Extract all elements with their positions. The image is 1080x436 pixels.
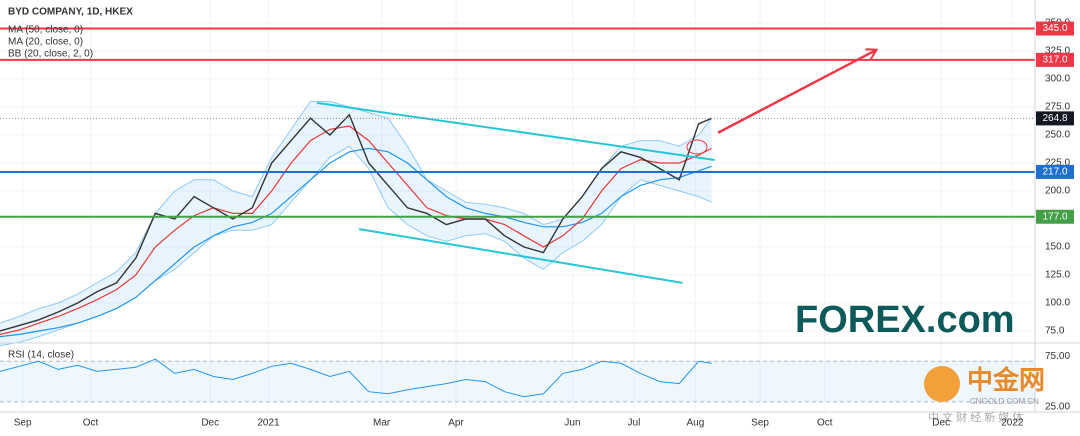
y-tick-label: 275.0 bbox=[1045, 102, 1070, 113]
watermark-slogan: 中 文 财 经 新 媒 体 bbox=[928, 410, 1023, 424]
x-tick-label: Jun bbox=[564, 418, 580, 429]
x-tick-label: 2022 bbox=[1001, 418, 1024, 429]
legend-entry: MA (50, close, 0) bbox=[8, 25, 83, 36]
x-tick-label: Apr bbox=[448, 418, 464, 429]
level-label: 217.0 bbox=[1042, 167, 1067, 178]
grid bbox=[0, 0, 1035, 412]
watermark-site: CNGOLD.COM.CN bbox=[970, 397, 1039, 406]
legend-entry: MA (20, close, 0) bbox=[8, 37, 83, 48]
price-line bbox=[0, 113, 712, 332]
x-tick-label: Dec bbox=[201, 418, 219, 429]
trendline bbox=[316, 101, 715, 161]
x-tick-label: Sep bbox=[751, 418, 769, 429]
y-tick-label: 75.0 bbox=[1045, 326, 1065, 337]
rsi-line bbox=[0, 358, 712, 398]
y-tick-label: 325.0 bbox=[1045, 46, 1070, 57]
watermark-brand: FOREX.com bbox=[795, 299, 1015, 341]
y-tick-label: 250.0 bbox=[1045, 130, 1070, 141]
rsi-tick-label: 25.00 bbox=[1045, 402, 1070, 413]
level-label-box bbox=[1036, 164, 1074, 179]
x-tick-label: Dec bbox=[932, 418, 950, 429]
level-label: 264.8 bbox=[1042, 113, 1067, 124]
watermark-cn-name: 中金网 bbox=[967, 365, 1045, 395]
x-tick-label: Oct bbox=[83, 418, 99, 429]
x-tick-label: Mar bbox=[373, 418, 391, 429]
x-tick-label: Sep bbox=[14, 418, 32, 429]
x-tick-label: 2021 bbox=[257, 418, 280, 429]
rsi-title: RSI (14, close) bbox=[8, 350, 74, 361]
rsi-band bbox=[0, 361, 1035, 402]
bollinger-fill bbox=[0, 101, 712, 346]
ma-line bbox=[0, 147, 712, 338]
level-label: 345.0 bbox=[1042, 23, 1067, 34]
level-label: 317.0 bbox=[1042, 55, 1067, 66]
x-tick-label: Oct bbox=[817, 418, 833, 429]
x-tick-label: Jul bbox=[628, 418, 641, 429]
y-tick-label: 100.0 bbox=[1045, 298, 1070, 309]
y-tick-label: 150.0 bbox=[1045, 242, 1070, 253]
y-tick-label: 300.0 bbox=[1045, 74, 1070, 85]
level-label-box bbox=[1036, 52, 1074, 67]
chart-title: BYD COMPANY, 1D, HKEX bbox=[8, 7, 133, 18]
legend-entry: BB (20, close, 2, 0) bbox=[8, 49, 93, 60]
y-tick-label: 200.0 bbox=[1045, 186, 1070, 197]
x-tick-label: Aug bbox=[686, 418, 704, 429]
ma-line bbox=[0, 125, 712, 335]
y-tick-label: 225.0 bbox=[1045, 158, 1070, 169]
watermark-logo bbox=[924, 366, 960, 402]
level-label: 177.0 bbox=[1042, 211, 1067, 222]
highlight-ellipse bbox=[686, 139, 708, 155]
level-label-box bbox=[1036, 209, 1074, 224]
trendline bbox=[358, 228, 683, 284]
rsi-tick-label: 75.00 bbox=[1045, 351, 1070, 362]
plot bbox=[0, 27, 1035, 403]
level-label-box bbox=[1036, 21, 1074, 36]
y-tick-label: 125.0 bbox=[1045, 270, 1070, 281]
arrow bbox=[717, 50, 876, 134]
level-label-box bbox=[1036, 111, 1074, 126]
